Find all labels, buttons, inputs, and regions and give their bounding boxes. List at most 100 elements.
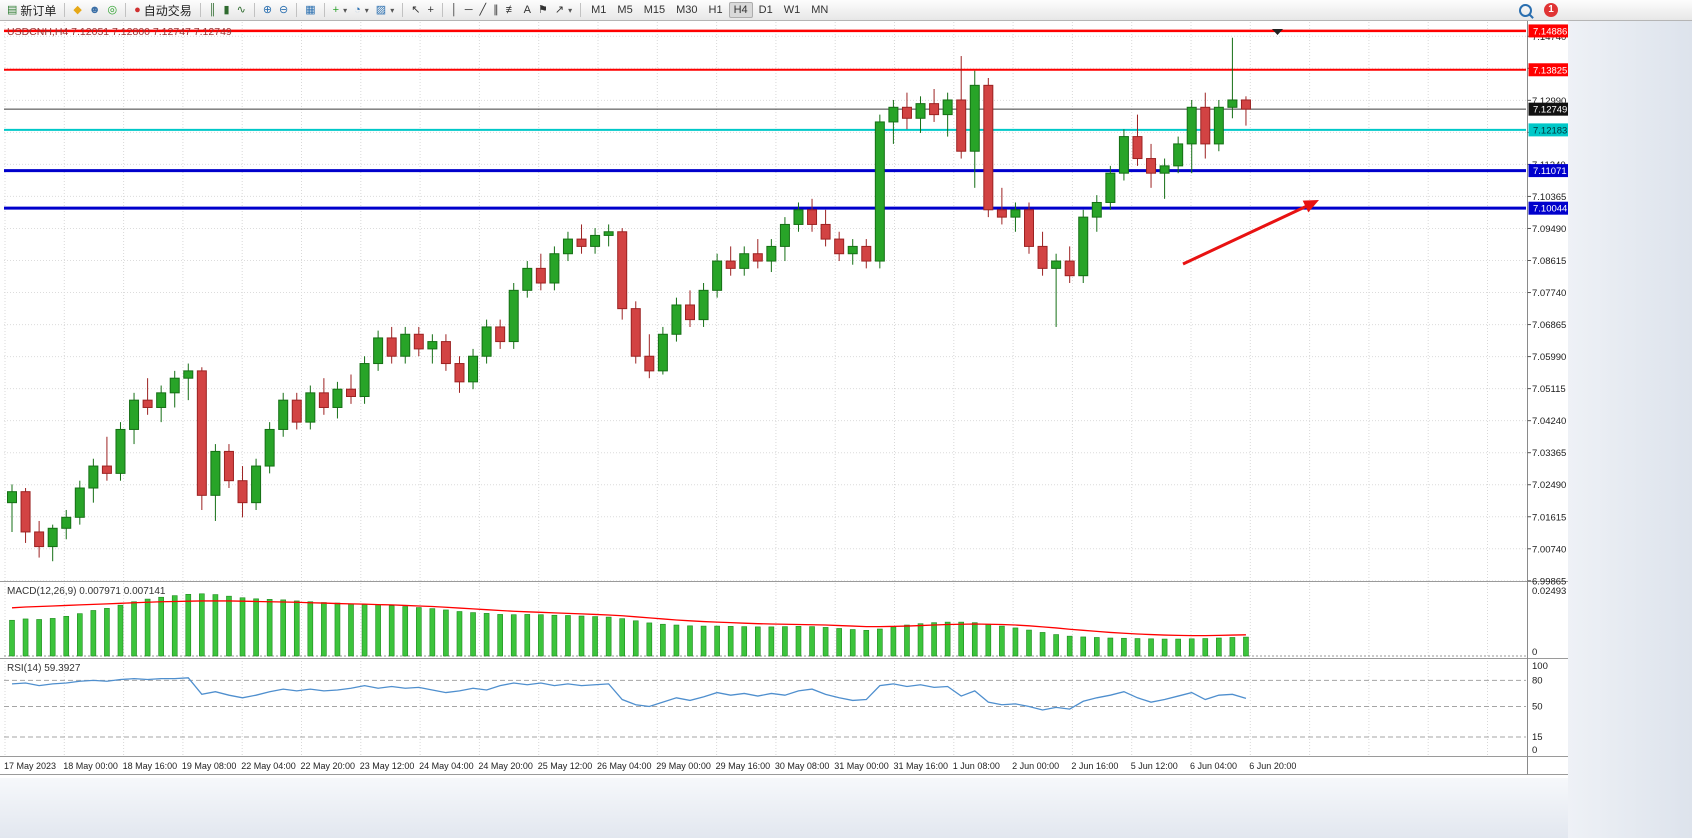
svg-text:7.00740: 7.00740	[1532, 544, 1566, 555]
horizontal-line-icon: ─	[464, 3, 473, 16]
indicators-button[interactable]: + ▾	[330, 1, 350, 20]
bar-chart-button[interactable]: ║	[206, 1, 220, 20]
new-order-icon: ▤	[7, 3, 18, 16]
price-scale[interactable]: 7.147407.138657.129907.121157.112407.103…	[1527, 24, 1569, 587]
rsi-scale-label: 50	[1532, 702, 1543, 713]
svg-text:29 May 00:00: 29 May 00:00	[656, 761, 711, 771]
bar-chart-icon: ║	[208, 3, 217, 16]
crosshair-button[interactable]: +	[424, 1, 436, 20]
community-button[interactable]: ☻	[86, 1, 104, 20]
svg-text:26 May 04:00: 26 May 04:00	[597, 761, 652, 771]
svg-text:23 May 12:00: 23 May 12:00	[360, 761, 415, 771]
tile-windows-icon: ▦	[305, 3, 316, 16]
macd-label: MACD(12,26,9) 0.007971 0.007141	[7, 586, 166, 597]
fibonacci-button[interactable]: ≢	[503, 1, 520, 20]
svg-text:7.12183: 7.12183	[1533, 125, 1567, 136]
trend-arrow[interactable]	[1182, 200, 1319, 266]
toolbar-separator	[125, 3, 127, 17]
timeframe-button-m30[interactable]: M30	[676, 4, 698, 16]
svg-text:7.04240: 7.04240	[1532, 416, 1566, 427]
svg-text:31 May 00:00: 31 May 00:00	[834, 761, 889, 771]
rsi-line	[11, 677, 1247, 711]
cursor-button[interactable]: ↖	[408, 1, 423, 20]
toolbar-right-group: 1	[1519, 3, 1558, 17]
rsi-scale-label: 15	[1532, 732, 1543, 743]
svg-text:7.10044: 7.10044	[1533, 204, 1567, 215]
arrow-icon: ↗	[554, 3, 565, 16]
vertical-line-icon: │	[450, 3, 458, 16]
autotrading-button[interactable]: ● 自动交易	[131, 1, 195, 20]
svg-text:7.10365: 7.10365	[1532, 192, 1566, 203]
svg-text:2 Jun 16:00: 2 Jun 16:00	[1071, 761, 1118, 771]
price-label-7.11071: 7.11071	[1528, 164, 1568, 178]
svg-text:30 May 08:00: 30 May 08:00	[775, 761, 830, 771]
notification-badge[interactable]: 1	[1544, 3, 1558, 17]
chart-shift-marker[interactable]	[1272, 29, 1283, 35]
templates-button[interactable]: ▨ ▾	[373, 1, 397, 20]
rsi-scale-label: 0	[1532, 745, 1537, 756]
tile-windows-button[interactable]: ▦	[302, 1, 318, 20]
search-icon[interactable]	[1519, 3, 1532, 17]
zoom-in-button[interactable]: ⊕	[260, 1, 275, 20]
dropdown-caret-icon: ▾	[390, 5, 395, 15]
text-label-button[interactable]: ⚑	[535, 1, 551, 20]
zoom-out-icon: ⊖	[279, 3, 289, 16]
svg-text:7.14886: 7.14886	[1533, 26, 1567, 37]
toolbar-separator	[296, 3, 298, 17]
svg-text:2 Jun 00:00: 2 Jun 00:00	[1012, 761, 1059, 771]
timeframe-button-mn[interactable]: MN	[811, 4, 829, 16]
rsi-scale-label: 80	[1532, 675, 1543, 686]
timeframe-button-m15[interactable]: M15	[643, 4, 666, 16]
timeframe-button-h4[interactable]: H4	[728, 2, 753, 18]
new-order-button[interactable]: ▤ 新订单	[4, 1, 59, 20]
indicators-icon: +	[332, 3, 340, 16]
chart-title: USDCNH,H4 7.12051 7.12800 7.12747 7.1274…	[7, 26, 232, 38]
window-bottom-margin	[0, 778, 1568, 838]
text-icon: A	[523, 3, 532, 16]
channel-icon: ∥	[493, 3, 499, 16]
mql5-market-button[interactable]: ◆	[70, 1, 84, 20]
timeframe-button-m1[interactable]: M1	[591, 4, 607, 16]
svg-text:6.99865: 6.99865	[1532, 576, 1566, 587]
line-chart-button[interactable]: ∿	[234, 1, 249, 20]
svg-text:7.07740: 7.07740	[1532, 288, 1566, 299]
rsi-scale-label: 100	[1532, 661, 1548, 672]
macd-signal-line	[11, 600, 1246, 637]
svg-text:29 May 16:00: 29 May 16:00	[716, 761, 771, 771]
horizontal-line-button[interactable]: ─	[462, 1, 476, 20]
clock-icon: ◔	[354, 3, 361, 16]
signals-button[interactable]: ◎	[104, 1, 120, 20]
trendline-button[interactable]: ╱	[477, 1, 490, 20]
candlestick-series	[7, 37, 1251, 562]
toolbar-separator	[580, 3, 582, 17]
grid	[4, 22, 1526, 756]
svg-text:22 May 20:00: 22 May 20:00	[301, 761, 356, 771]
toolbar-separator	[441, 3, 443, 17]
signals-icon: ◎	[107, 3, 118, 16]
macd-scale-min: 0	[1532, 647, 1537, 658]
arrows-button[interactable]: ↗ ▾	[552, 1, 575, 20]
svg-text:7.03365: 7.03365	[1532, 448, 1566, 459]
candlestick-chart-button[interactable]: ▮	[221, 1, 233, 20]
mql5-icon: ◆	[73, 3, 82, 16]
time-axis[interactable]: 17 May 2023 18 May 00:00 18 May 16:00 19 Ma…	[4, 761, 1296, 771]
vertical-line-button[interactable]: │	[448, 1, 461, 20]
timeframe-button-h1[interactable]: H1	[708, 4, 723, 16]
zoom-in-icon: ⊕	[262, 3, 273, 16]
svg-text:18 May 16:00: 18 May 16:00	[123, 761, 178, 771]
candlestick-icon: ▮	[223, 3, 230, 16]
price-label-7.10044: 7.10044	[1528, 201, 1568, 215]
svg-text:7.12749: 7.12749	[1533, 105, 1567, 116]
svg-text:7.11071: 7.11071	[1533, 166, 1567, 177]
equidistant-channel-button[interactable]: ∥	[490, 1, 502, 20]
timeframe-button-d1[interactable]: D1	[758, 4, 773, 16]
text-button[interactable]: A	[521, 1, 534, 20]
periods-button[interactable]: ◔ ▾	[351, 1, 372, 20]
timeframe-button-m5[interactable]: M5	[617, 4, 633, 16]
chart-area[interactable]: USDCNH,H4 7.12051 7.12800 7.12747 7.1274…	[0, 21, 1568, 778]
timeframe-button-w1[interactable]: W1	[783, 4, 801, 16]
svg-text:6 Jun 20:00: 6 Jun 20:00	[1249, 761, 1296, 771]
macd-scale-max: 0.02493	[1532, 586, 1566, 597]
toolbar-separator	[64, 3, 66, 17]
zoom-out-button[interactable]: ⊖	[276, 1, 291, 20]
